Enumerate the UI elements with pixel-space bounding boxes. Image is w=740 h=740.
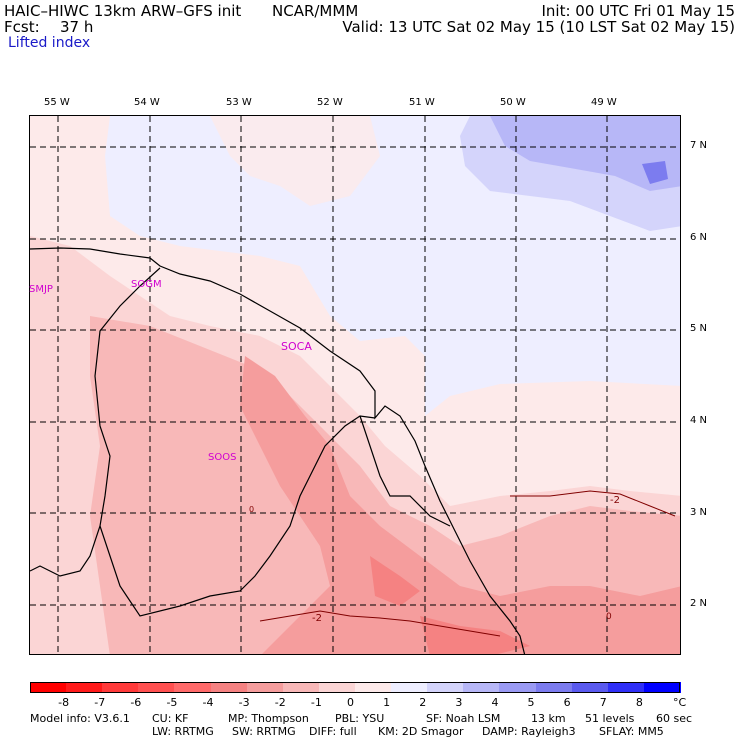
map-panel: -2 -2 0 0	[29, 115, 681, 655]
colorbar-tick-label: 4	[491, 696, 499, 709]
level-4-spot	[642, 161, 668, 184]
colorbar-swatch	[571, 682, 609, 693]
lat-label: 3 N	[690, 507, 708, 518]
footer-item: 13 km	[531, 712, 566, 725]
colorbar-tick-label: -6	[130, 696, 142, 709]
level-minus2-region	[90, 316, 680, 654]
colorbar-swatch	[210, 682, 248, 693]
valid-time: Valid: 13 UTC Sat 02 May 15 (10 LST Sat …	[342, 18, 735, 36]
colorbar-swatch	[643, 682, 681, 693]
contour-line	[259, 610, 501, 637]
level-minus3-region	[240, 356, 680, 654]
colorbar-swatch	[607, 682, 645, 693]
colorbar-border	[30, 682, 680, 693]
init-time: Init: 00 UTC Fri 01 May 15	[541, 2, 735, 20]
coastline-borders	[30, 247, 526, 654]
colorbar-tick-label: -8	[58, 696, 70, 709]
colorbar-swatch	[499, 682, 537, 693]
colorbar-swatch	[30, 682, 67, 693]
colorbar-tick-label: -4	[202, 696, 214, 709]
lat-label: 6 N	[690, 232, 708, 243]
colorbar-tick-label: 6	[563, 696, 571, 709]
colorbar-swatch	[355, 682, 392, 693]
lifted-index-map: -2 -2 0 0	[30, 116, 680, 654]
lon-label: 52 W	[317, 97, 343, 108]
contour-label: 0	[249, 505, 254, 514]
colorbar-swatch	[535, 682, 573, 693]
footer-item: PBL: YSU	[335, 712, 385, 725]
footer-item: SFLAY: MM5	[599, 725, 664, 738]
colorbar-swatch	[427, 682, 465, 693]
station-label: SMJP	[29, 284, 53, 295]
colorbar-swatch	[66, 682, 104, 693]
lon-label: 54 W	[134, 97, 160, 108]
contour-label: 0	[606, 612, 612, 622]
colorbar-swatch	[174, 682, 212, 693]
lon-label: 51 W	[409, 97, 435, 108]
footer-item: KM: 2D Smagor	[378, 725, 464, 738]
footer-item: LW: RRTMG	[152, 725, 214, 738]
lon-label: 49 W	[591, 97, 617, 108]
colorbar-unit: °C	[673, 696, 687, 709]
forecast-label: Fcst:	[4, 18, 40, 36]
contour-label: -2	[312, 613, 322, 624]
footer-item: CU: KF	[152, 712, 189, 725]
footer-item: DAMP: Rayleigh3	[482, 725, 576, 738]
colorbar-tick-label: 8	[635, 696, 643, 709]
lon-label: 53 W	[226, 97, 252, 108]
station-label: SOOS	[208, 452, 237, 463]
station-label: SOGM	[131, 279, 162, 290]
footer-item: Model info: V3.6.1	[30, 712, 130, 725]
lat-label: 7 N	[690, 140, 708, 151]
lat-label: 4 N	[690, 415, 708, 426]
model-title: HAIC–HIWC 13km ARW–GFS init	[4, 2, 242, 20]
contour-label: -2	[610, 495, 620, 506]
colorbar-tick-label: 0	[347, 696, 354, 709]
station-label: SOCA	[281, 340, 312, 353]
colorbar-tick-label: 3	[455, 696, 463, 709]
center-label: NCAR/MMM	[272, 2, 359, 20]
colorbar-tick-label: 5	[527, 696, 535, 709]
lon-label: 50 W	[500, 97, 526, 108]
lat-label: 2 N	[690, 598, 708, 609]
footer-item: MP: Thompson	[228, 712, 309, 725]
colorbar-tick-label: -5	[166, 696, 178, 709]
colorbar-swatch	[282, 682, 320, 693]
colorbar-tick-label: -1	[310, 696, 322, 709]
footer-item: SW: RRTMG	[232, 725, 296, 738]
colorbar-tick-label: 2	[419, 696, 427, 709]
colorbar-swatch	[391, 682, 429, 693]
colorbar-tick-label: -7	[94, 696, 106, 709]
colorbar-swatch	[318, 682, 356, 693]
footer-item: SF: Noah LSM	[426, 712, 501, 725]
colorbar-swatch	[102, 682, 140, 693]
level-2-region	[490, 116, 680, 191]
colorbar-swatch	[246, 682, 284, 693]
level-minus4-spot	[370, 556, 420, 606]
lat-lon-grid	[30, 116, 680, 654]
colorbar-tick-label: 7	[599, 696, 607, 709]
colorbar-swatch	[463, 682, 501, 693]
footer-item: 60 sec	[656, 712, 693, 725]
field-name: Lifted index	[8, 35, 91, 51]
footer-item: DIFF: full	[309, 725, 357, 738]
colorbar-tick-label: -3	[238, 696, 250, 709]
lon-label: 55 W	[44, 97, 70, 108]
colorbar-tick-label: -2	[274, 696, 286, 709]
colorbar-swatch	[138, 682, 176, 693]
footer-item: 51 levels	[585, 712, 635, 725]
colorbar-tick-label: 1	[383, 696, 391, 709]
lat-label: 5 N	[690, 323, 708, 334]
forecast-hour: 37 h	[60, 18, 94, 36]
